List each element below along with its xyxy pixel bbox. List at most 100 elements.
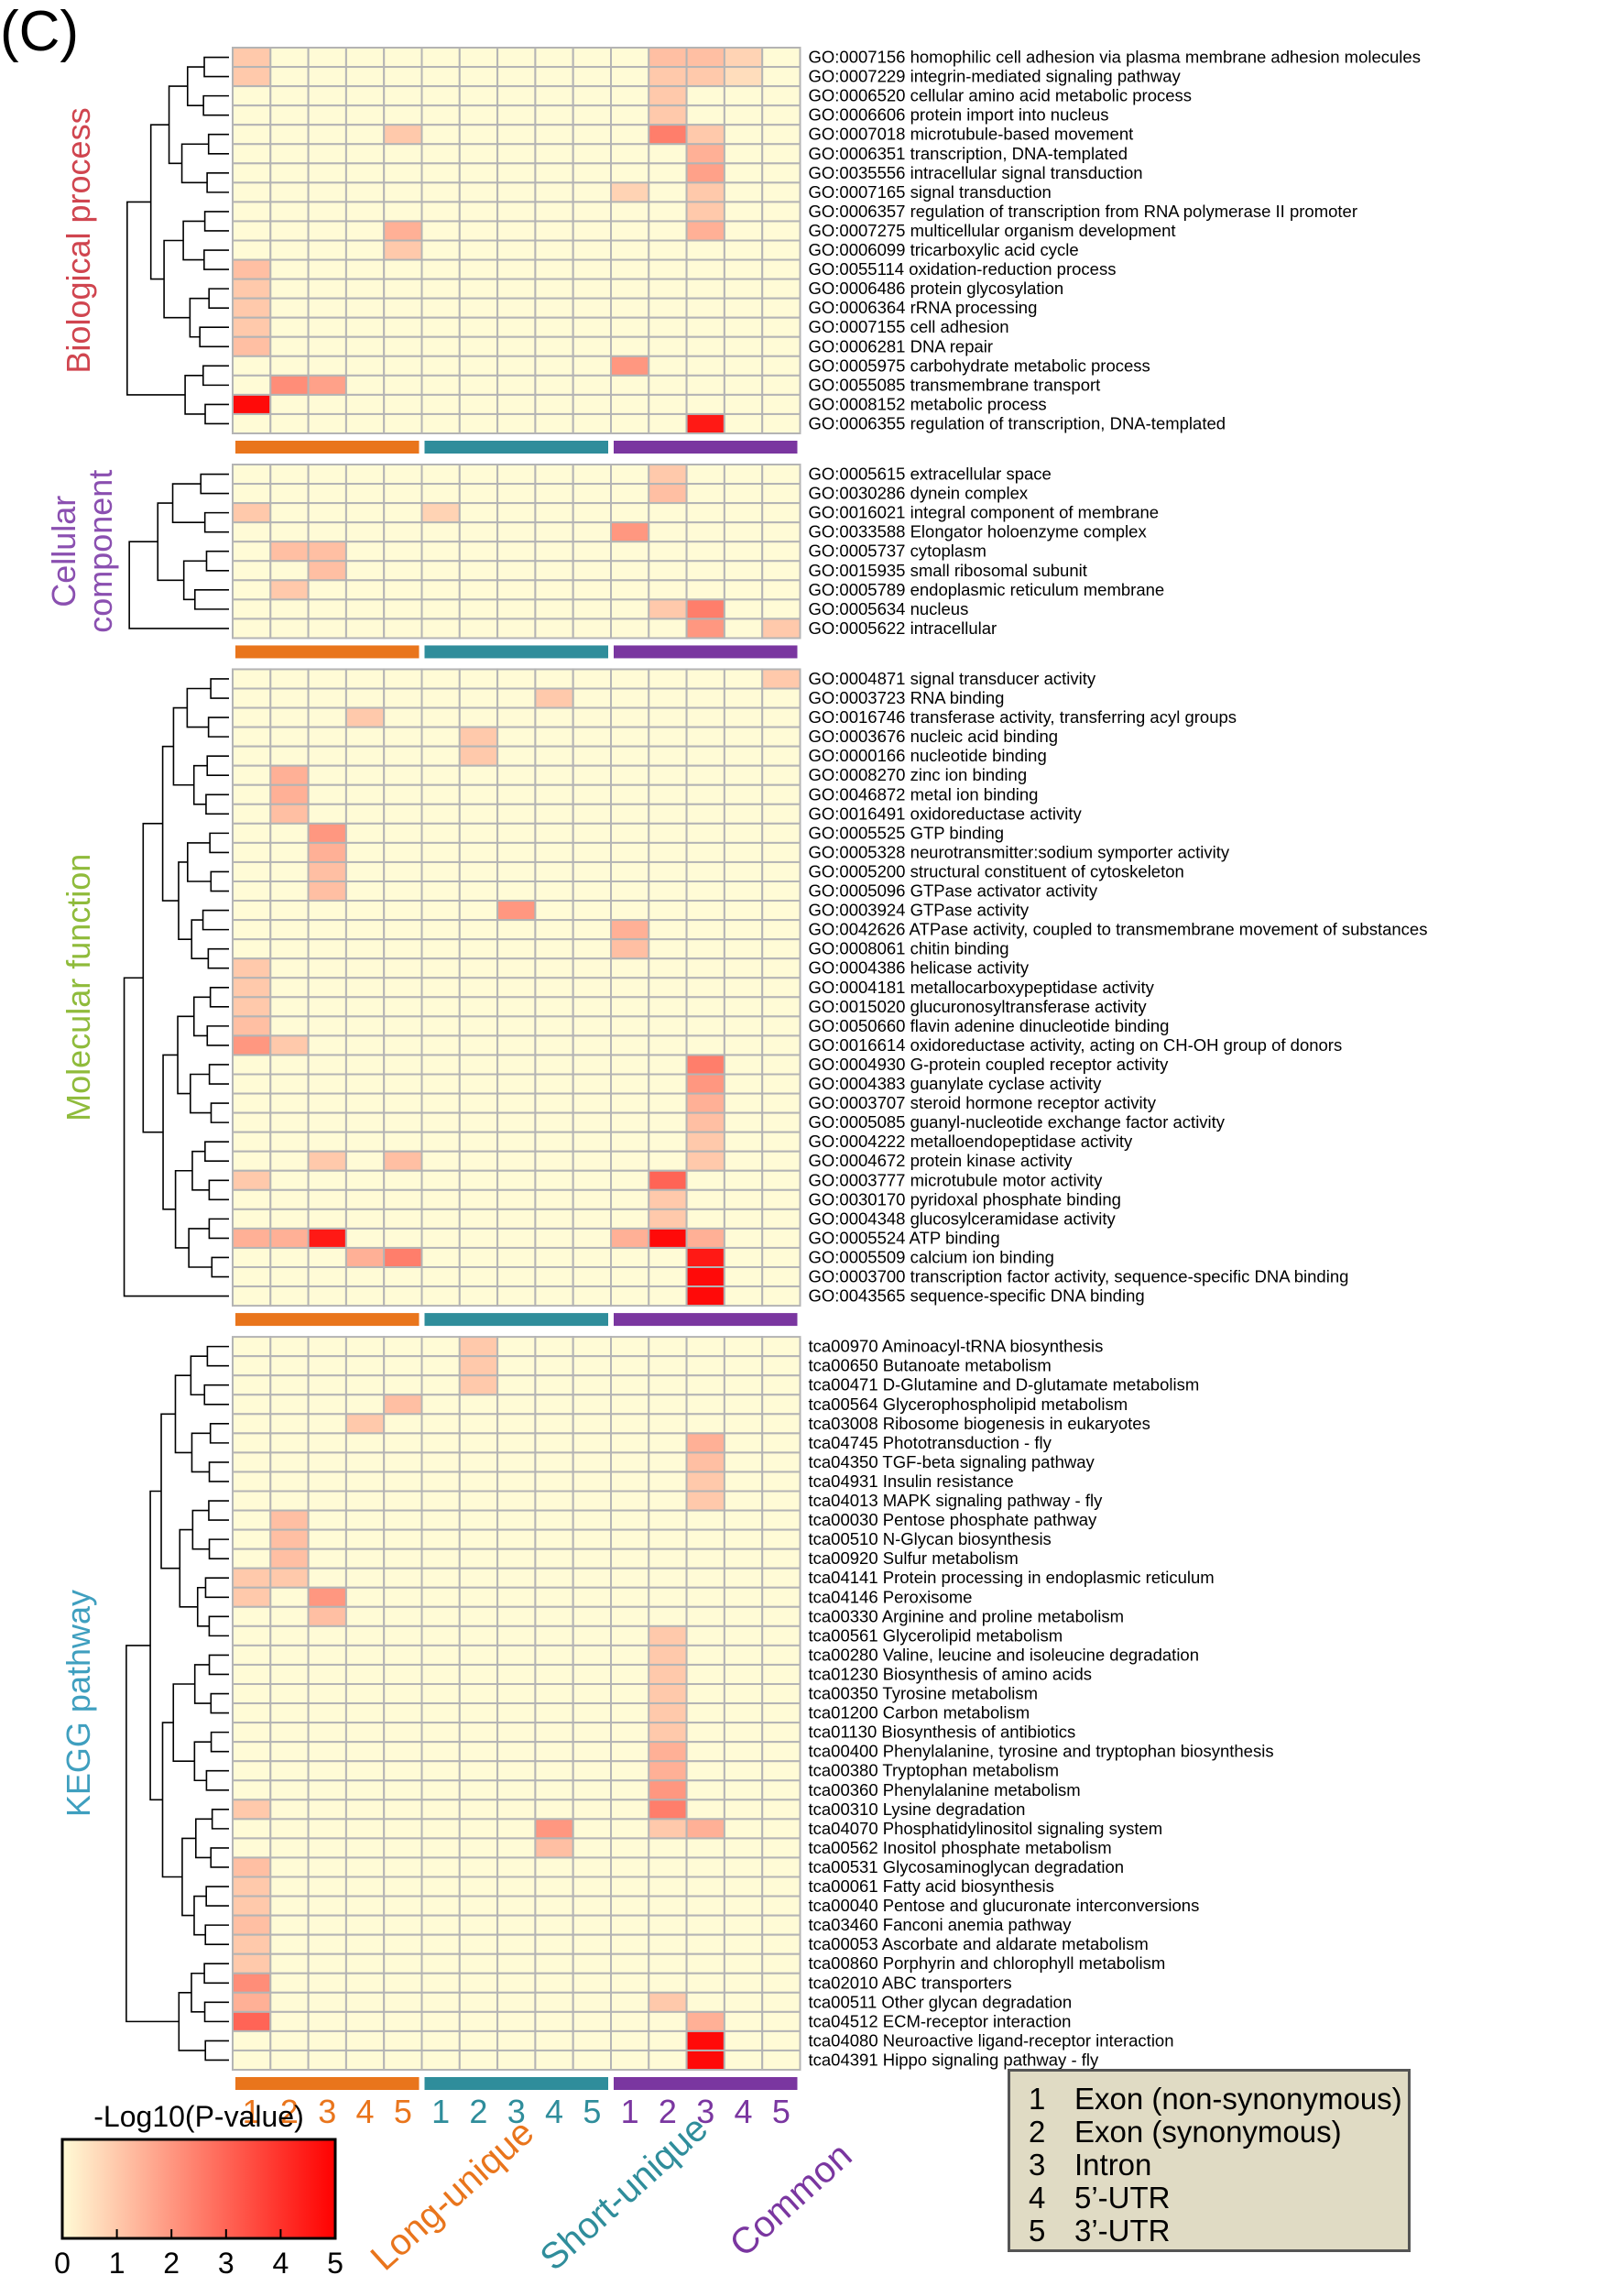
- heatmap-cell: [534, 977, 574, 999]
- heatmap-cell: [761, 977, 801, 999]
- heatmap-cell: [534, 803, 574, 825]
- heatmap-cell: [572, 996, 613, 1018]
- row-label: tca00860 Porphyrin and chlorophyll metab…: [809, 1953, 1166, 1973]
- heatmap-cell: [420, 1683, 461, 1705]
- heatmap-cell: [344, 124, 386, 146]
- heatmap-cell: [723, 1624, 764, 1646]
- heatmap-cell: [383, 579, 423, 601]
- row-label: tca00350 Tyrosine metabolism: [809, 1684, 1039, 1703]
- heatmap-cell: [534, 919, 574, 941]
- heatmap-cell: [761, 2049, 801, 2071]
- heatmap-cell: [648, 900, 688, 922]
- heatmap-cell: [420, 706, 461, 728]
- heatmap-cell: [420, 374, 461, 396]
- heatmap-cell: [458, 726, 499, 748]
- heatmap-cell: [648, 297, 688, 319]
- row-label: GO:0007155 cell adhesion: [809, 317, 1009, 336]
- heatmap-cell: [307, 47, 347, 69]
- dendrogram-branch: [172, 706, 194, 786]
- heatmap-cell: [420, 1586, 461, 1608]
- heatmap-cell: [610, 1567, 650, 1589]
- row-label: GO:0004386 helicase activity: [809, 958, 1030, 978]
- group-bar-long-unique-1: [235, 645, 420, 659]
- heatmap-cell: [269, 803, 310, 825]
- heatmap-cell: [269, 124, 310, 146]
- heatmap-cell: [648, 1876, 688, 1898]
- heatmap-cell: [496, 483, 537, 505]
- heatmap-cell: [572, 1741, 613, 1763]
- heatmap-cell: [269, 1054, 310, 1076]
- heatmap-cell: [383, 996, 423, 1018]
- dendrogram-branch: [209, 1423, 229, 1444]
- heatmap-cell: [458, 1336, 499, 1358]
- heatmap-cell: [458, 598, 499, 620]
- heatmap-cell: [420, 1837, 461, 1859]
- heatmap-cell: [344, 1227, 386, 1249]
- heatmap-cell: [458, 764, 499, 786]
- heatmap-cell: [761, 1374, 801, 1396]
- heatmap-cell: [685, 900, 725, 922]
- heatmap-cell: [496, 1933, 537, 1955]
- heatmap-cell: [685, 335, 725, 357]
- row-label: GO:0006281 DNA repair: [809, 336, 994, 355]
- heatmap-cell: [761, 1111, 801, 1133]
- dendrogram-branch: [174, 1169, 192, 1249]
- heatmap-cell: [307, 618, 347, 640]
- heatmap-cell: [610, 1779, 650, 1801]
- heatmap-cell: [496, 1876, 537, 1898]
- heatmap-cell: [383, 1779, 423, 1801]
- heatmap-cell: [610, 47, 650, 69]
- heatmap-cell: [723, 1799, 764, 1821]
- heatmap-cell: [458, 521, 499, 543]
- heatmap-cell: [572, 316, 613, 338]
- heatmap-cell: [269, 900, 310, 922]
- row-label: GO:0008270 zinc ion binding: [809, 765, 1028, 784]
- heatmap-cell: [383, 1952, 423, 1974]
- heatmap-cell: [307, 1702, 347, 1724]
- panel-label: (C): [0, 0, 80, 63]
- heatmap-cell: [496, 1741, 537, 1763]
- heatmap-cell: [761, 316, 801, 338]
- heatmap-cell: [307, 1034, 347, 1056]
- heatmap-cell: [420, 783, 461, 805]
- column-number: 3: [696, 2093, 714, 2130]
- heatmap-cell: [610, 1355, 650, 1377]
- column-number: 5: [772, 2093, 790, 2130]
- heatmap-cell: [458, 1131, 499, 1153]
- heatmap-cell: [610, 1528, 650, 1550]
- heatmap-cell: [761, 880, 801, 902]
- heatmap-cell: [496, 1991, 537, 2013]
- heatmap-cell: [496, 412, 537, 435]
- heatmap-cell: [685, 803, 725, 825]
- heatmap-cell: [420, 104, 461, 126]
- heatmap-cell: [269, 726, 310, 748]
- heatmap-cell: [648, 822, 688, 844]
- heatmap-cell: [344, 1702, 386, 1724]
- heatmap-cell: [269, 1837, 310, 1859]
- heatmap-cell: [723, 1336, 764, 1358]
- heatmap-cell: [344, 1586, 386, 1608]
- heatmap-cell: [269, 1131, 310, 1153]
- heatmap-cell: [307, 239, 347, 261]
- heatmap-cell: [420, 258, 461, 280]
- heatmap-cell: [307, 1131, 347, 1153]
- heatmap-cell: [610, 1169, 650, 1191]
- heatmap-cell: [458, 1663, 499, 1685]
- heatmap-cell: [420, 124, 461, 146]
- heatmap-cell: [610, 162, 650, 184]
- dendrogram-branch: [208, 1218, 229, 1240]
- heatmap-cell: [344, 412, 386, 435]
- heatmap-cell: [610, 1663, 650, 1685]
- heatmap-cell: [534, 521, 574, 543]
- heatmap-cell: [269, 258, 310, 280]
- heatmap-cell: [648, 745, 688, 767]
- heatmap-cell: [383, 668, 423, 690]
- heatmap-cell: [685, 1683, 725, 1705]
- heatmap-cell: [458, 1818, 499, 1840]
- heatmap-cell: [610, 521, 650, 543]
- heatmap-cell: [344, 1509, 386, 1531]
- heatmap-cell: [761, 919, 801, 941]
- heatmap-cell: [420, 47, 461, 69]
- heatmap-cell: [420, 618, 461, 640]
- heatmap-cell: [420, 1876, 461, 1898]
